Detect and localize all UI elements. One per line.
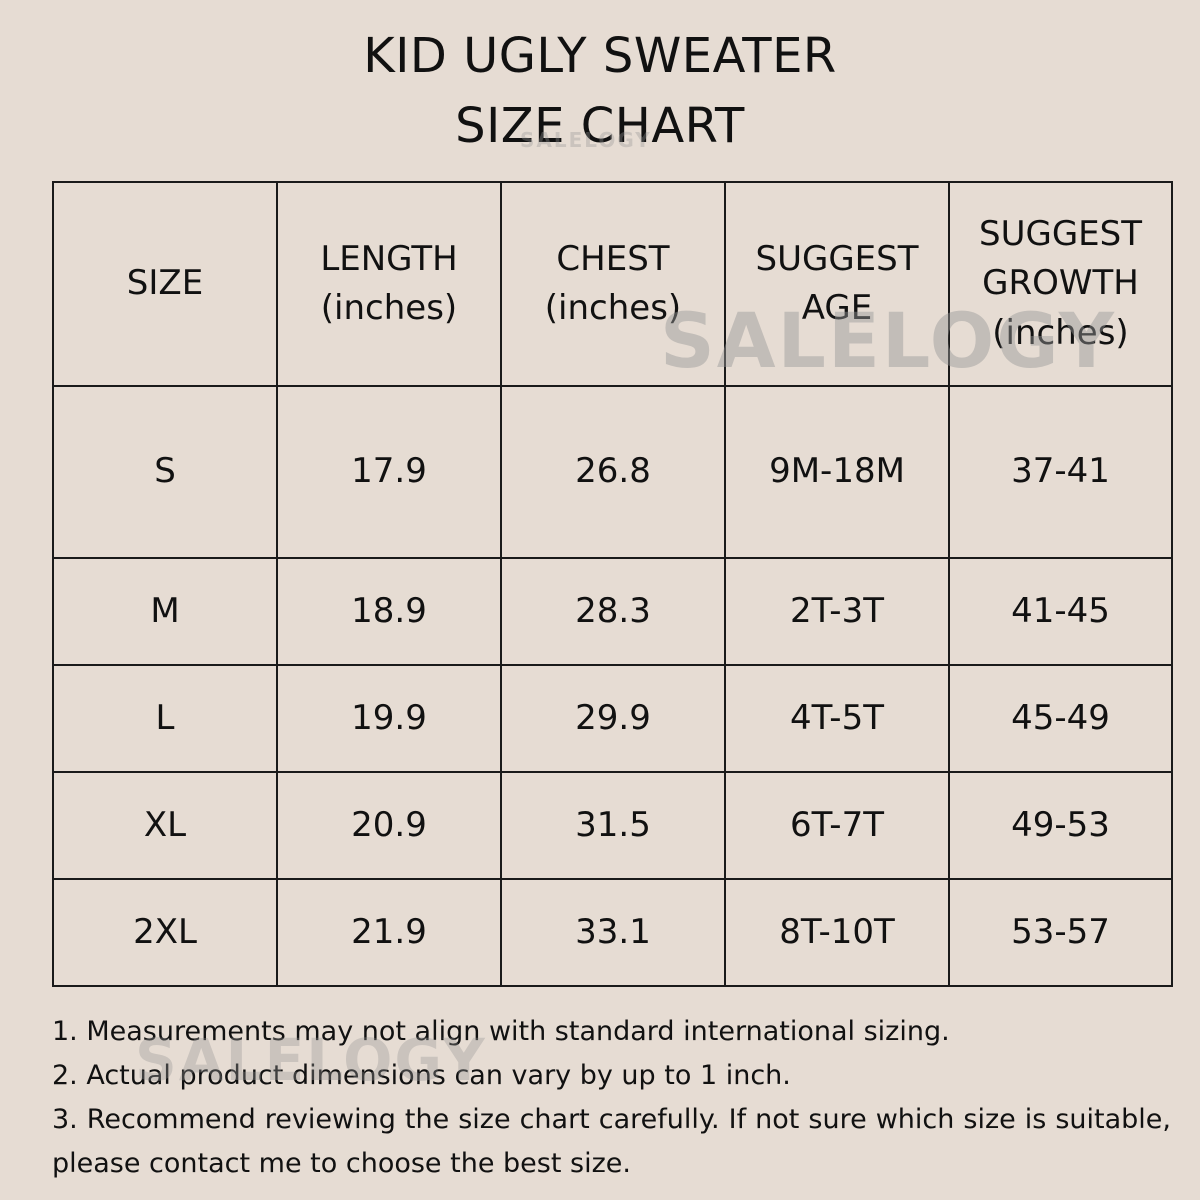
- table-cell: 18.9: [276, 557, 502, 666]
- size-notes: 1. Measurements may not align with stand…: [52, 1010, 1171, 1186]
- header-suggest-growth: SUGGEST GROWTH (inches): [948, 181, 1173, 387]
- table-row: XL 20.9 31.5 6T-7T 49-53: [52, 771, 1173, 880]
- table-cell: 6T-7T: [724, 771, 950, 880]
- table-cell: 45-49: [948, 664, 1173, 773]
- size-chart-table: SIZE LENGTH (inches) CHEST (inches) SUGGES…: [52, 181, 1173, 987]
- table-row: M 18.9 28.3 2T-3T 41-45: [52, 557, 1173, 666]
- table-cell: 26.8: [500, 385, 726, 559]
- header-suggest-age: SUGGEST AGE: [724, 181, 950, 387]
- table-cell: 31.5: [500, 771, 726, 880]
- table-cell: L: [52, 664, 278, 773]
- note-item: 1. Measurements may not align with stand…: [52, 1016, 950, 1047]
- table-cell: 53-57: [948, 878, 1173, 987]
- header-length: LENGTH (inches): [276, 181, 502, 387]
- table-cell: M: [52, 557, 278, 666]
- table-cell: 28.3: [500, 557, 726, 666]
- table-cell: 8T-10T: [724, 878, 950, 987]
- page-title-line-1: KID UGLY SWEATER: [363, 28, 837, 84]
- table-cell: 37-41: [948, 385, 1173, 559]
- table-row: S 17.9 26.8 9M-18M 37-41: [52, 385, 1173, 559]
- table-cell: 9M-18M: [724, 385, 950, 559]
- table-cell: S: [52, 385, 278, 559]
- header-size: SIZE: [52, 181, 278, 387]
- table-cell: 29.9: [500, 664, 726, 773]
- table-cell: 21.9: [276, 878, 502, 987]
- page-title-line-2: SIZE CHART: [455, 98, 745, 154]
- header-chest: CHEST (inches): [500, 181, 726, 387]
- table-cell: 49-53: [948, 771, 1173, 880]
- table-cell: XL: [52, 771, 278, 880]
- table-cell: 33.1: [500, 878, 726, 987]
- table-cell: 2XL: [52, 878, 278, 987]
- note-item: 3. Recommend reviewing the size chart ca…: [52, 1104, 1171, 1179]
- table-cell: 20.9: [276, 771, 502, 880]
- note-item: 2. Actual product dimensions can vary by…: [52, 1060, 791, 1091]
- table-cell: 41-45: [948, 557, 1173, 666]
- table-header-row: SIZE LENGTH (inches) CHEST (inches) SUGGES…: [52, 181, 1173, 387]
- table-row: 2XL 21.9 33.1 8T-10T 53-57: [52, 878, 1173, 987]
- table-cell: 2T-3T: [724, 557, 950, 666]
- table-row: L 19.9 29.9 4T-5T 45-49: [52, 664, 1173, 773]
- table-cell: 17.9: [276, 385, 502, 559]
- table-cell: 19.9: [276, 664, 502, 773]
- table-cell: 4T-5T: [724, 664, 950, 773]
